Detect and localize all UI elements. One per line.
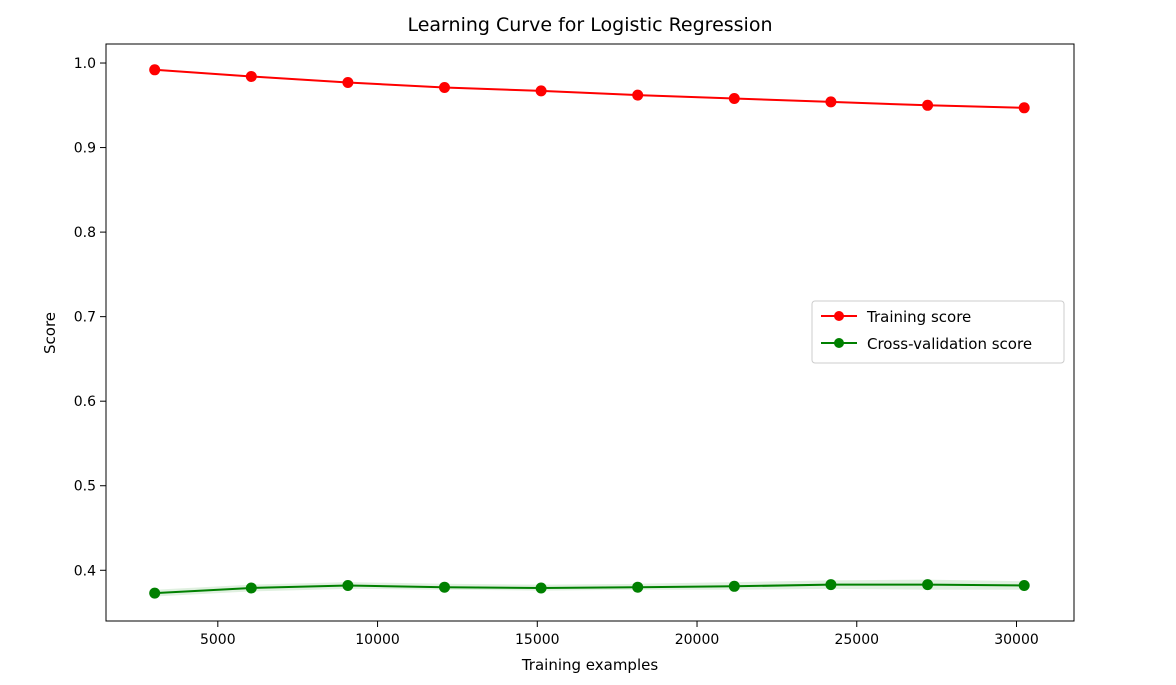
chart-title: Learning Curve for Logistic Regression bbox=[407, 14, 772, 36]
data-point-training bbox=[439, 82, 450, 93]
legend-frame bbox=[811, 300, 1065, 364]
legend-marker-cv bbox=[834, 338, 844, 348]
y-tick-label: 0.8 bbox=[74, 225, 96, 241]
y-tick-label: 0.9 bbox=[74, 141, 96, 157]
data-point-training bbox=[728, 93, 740, 104]
x-tick-label: 5000 bbox=[200, 632, 236, 648]
x-tick-label: 30000 bbox=[994, 632, 1039, 648]
data-point-cv bbox=[439, 581, 450, 593]
x-tick-label: 25000 bbox=[834, 632, 879, 648]
plot-area bbox=[149, 64, 1030, 599]
plot-frame bbox=[105, 43, 1075, 622]
x-tick-label: 10000 bbox=[355, 632, 400, 648]
legend-label-training: Training score bbox=[866, 308, 971, 326]
x-tick-label: 20000 bbox=[675, 632, 720, 648]
data-point-cv bbox=[535, 582, 547, 594]
data-point-training bbox=[149, 64, 161, 76]
x-tick-label: 15000 bbox=[515, 632, 560, 648]
y-tick-label: 0.7 bbox=[74, 310, 96, 326]
data-point-training bbox=[922, 99, 934, 111]
data-point-training bbox=[245, 71, 257, 82]
data-point-cv bbox=[245, 582, 257, 594]
series-line-cv bbox=[154, 583, 1025, 595]
y-tick-label: 0.5 bbox=[74, 479, 96, 495]
data-point-training bbox=[535, 85, 547, 97]
y-tick-label: 1.0 bbox=[74, 56, 96, 72]
data-point-training bbox=[1018, 102, 1030, 114]
series-line-training bbox=[154, 68, 1025, 109]
data-point-training bbox=[825, 96, 837, 108]
legend: Training score Cross-validation score bbox=[811, 300, 1065, 364]
y-axis-label: Score bbox=[41, 312, 59, 354]
data-point-cv bbox=[342, 580, 354, 591]
data-point-training bbox=[632, 89, 644, 101]
data-point-cv bbox=[728, 580, 740, 592]
y-tick-label: 0.6 bbox=[74, 394, 96, 410]
data-point-cv bbox=[149, 587, 161, 599]
x-axis-ticks: 5000 10000 15000 20000 25000 30000 bbox=[200, 621, 1039, 648]
data-point-cv bbox=[632, 581, 644, 593]
x-axis-label: Training examples bbox=[521, 656, 659, 674]
legend-label-cv: Cross-validation score bbox=[867, 335, 1032, 353]
data-point-cv bbox=[1018, 580, 1030, 591]
y-axis-ticks: 0.4 0.5 0.6 0.7 0.8 0.9 1.0 bbox=[74, 56, 106, 579]
confidence-band-training bbox=[154, 68, 1025, 109]
data-point-cv bbox=[825, 579, 837, 591]
legend-marker-training bbox=[834, 311, 844, 321]
y-tick-label: 0.4 bbox=[74, 563, 96, 579]
data-point-cv bbox=[922, 579, 934, 591]
data-point-training bbox=[342, 77, 354, 88]
